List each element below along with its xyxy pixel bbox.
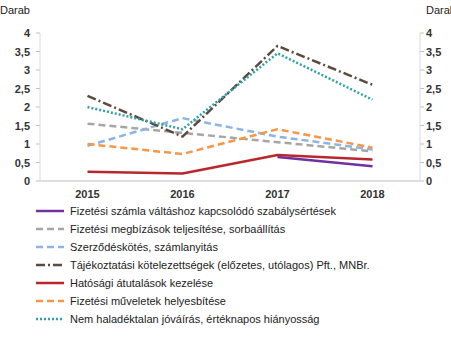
legend-label: Fizetési számla váltáshoz kapcsolódó sza… [70, 205, 336, 217]
x-tick-label: 2016 [170, 188, 194, 200]
tick-mark [420, 181, 424, 182]
plot-area [88, 46, 373, 174]
tick-mark [36, 51, 40, 52]
legend-swatch [36, 300, 64, 303]
tick-mark [36, 33, 40, 34]
tick-mark [36, 70, 40, 71]
y-axis-line [40, 33, 41, 181]
series-line [88, 118, 373, 149]
legend-swatch [36, 228, 64, 231]
tick-label: 1 [426, 138, 432, 150]
y2-axis-title: Darab [426, 4, 451, 16]
series-line [88, 129, 373, 154]
legend-label: Nem haladéktalan jóváírás, értéknapos hi… [70, 313, 319, 325]
tick-mark [420, 33, 424, 34]
tick-label: 1,5 [15, 120, 30, 132]
series-line [88, 155, 373, 174]
tick-label: 3 [426, 64, 432, 76]
tick-label: 2,5 [15, 83, 30, 95]
tick-mark [36, 162, 40, 163]
tick-label: 0,5 [426, 157, 441, 169]
tick-label: 0 [426, 175, 432, 187]
tick-label: 1 [24, 138, 30, 150]
legend-swatch [36, 318, 64, 321]
legend-swatch [36, 264, 64, 267]
tick-label: 3,5 [15, 46, 30, 58]
tick-label: 0 [24, 175, 30, 187]
tick-mark [420, 144, 424, 145]
legend-label: Fizetési műveletek helyesbítése [70, 295, 226, 307]
tick-mark [420, 51, 424, 52]
legend-label: Hatósági átutalások kezelése [70, 277, 213, 289]
legend-label: Tájékoztatási kötelezettségek (előzetes,… [70, 259, 370, 271]
tick-mark [420, 88, 424, 89]
legend-swatch [36, 282, 64, 285]
tick-label: 2 [24, 101, 30, 113]
series-line [88, 53, 373, 129]
legend-swatch [36, 210, 64, 213]
tick-mark [420, 162, 424, 163]
tick-label: 2,5 [426, 83, 441, 95]
tick-mark [420, 125, 424, 126]
y-axis-title: Darab [0, 4, 30, 16]
tick-mark [420, 107, 424, 108]
tick-label: 3 [24, 64, 30, 76]
tick-mark [36, 125, 40, 126]
y2-axis-line [420, 33, 421, 181]
tick-label: 4 [24, 27, 31, 39]
chart: Darab Darab 0 0,5 1 1,5 2 2,5 3 3,5 4 0 0,5 1 1,5 2 2,5 3… [0, 0, 451, 351]
series-line [88, 46, 373, 137]
x-tick-label: 2015 [75, 188, 99, 200]
tick-label: 1,5 [426, 120, 441, 132]
legend-label: Szerződéskötés, számlanyitás [70, 241, 218, 253]
x-tick-label: 2018 [360, 188, 384, 200]
tick-mark [36, 88, 40, 89]
x-axis-line [40, 181, 420, 182]
tick-label: 2 [426, 101, 432, 113]
tick-label: 4 [426, 27, 433, 39]
tick-mark [36, 107, 40, 108]
legend-swatch [36, 246, 64, 249]
tick-label: 3,5 [426, 46, 441, 58]
legend-label: Fizetési megbízások teljesítése, sorbaál… [70, 223, 286, 235]
x-tick-label: 2017 [265, 188, 289, 200]
tick-label: 0,5 [15, 157, 30, 169]
tick-mark [36, 144, 40, 145]
tick-mark [420, 70, 424, 71]
tick-mark [36, 181, 40, 182]
